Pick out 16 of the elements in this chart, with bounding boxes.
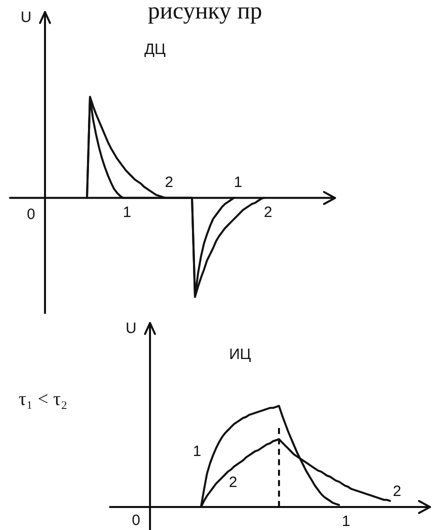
- y-axis-title: U: [20, 9, 32, 26]
- series-label: 2: [264, 204, 272, 221]
- series-label: 1: [122, 204, 132, 221]
- text: 1: [234, 174, 242, 191]
- y-axis-title: U: [126, 320, 136, 338]
- text: 2: [164, 174, 174, 191]
- chart-title: ИЦ: [229, 346, 251, 364]
- text: 0: [132, 512, 140, 530]
- text: 1: [192, 443, 202, 460]
- series-label: 2: [228, 474, 238, 492]
- text: рисунку пр: [148, 0, 262, 24]
- text: 0: [26, 206, 36, 223]
- text: τ₁ < τ₂: [18, 388, 68, 410]
- series-label: 1: [342, 513, 350, 530]
- chart-title: ДЦ: [144, 41, 166, 58]
- text: 2: [392, 483, 402, 500]
